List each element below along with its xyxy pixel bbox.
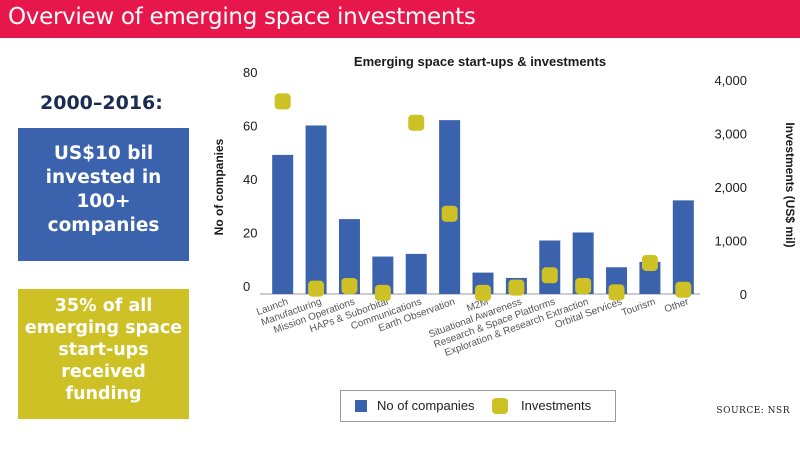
investment-point: [641, 254, 658, 271]
bar: [272, 154, 294, 294]
funding-summary-text: 35% of all emerging space start-ups rece…: [24, 296, 183, 404]
y-tick-label: 80: [243, 65, 257, 80]
investment-point: [308, 280, 325, 297]
chart-title: Emerging space start-ups & investments: [354, 54, 606, 69]
investment-point: [608, 284, 625, 301]
y2-tick-label: 2,000: [714, 180, 747, 195]
investment-point: [475, 284, 491, 301]
legend: No of companies Investments: [340, 390, 616, 422]
investment-point: [441, 205, 458, 222]
bar: [405, 253, 427, 294]
y2-tick-label: 4,000: [714, 73, 747, 88]
investment-point: [341, 277, 358, 294]
investment-point: [508, 279, 525, 296]
investment-point: [541, 267, 558, 284]
investment-point: [675, 281, 692, 298]
x-tick-label: Other: [663, 296, 691, 315]
y2-tick-label: 0: [740, 287, 747, 302]
y2-tick-label: 1,000: [714, 234, 747, 249]
y-tick-label: 20: [243, 226, 257, 241]
legend-label-companies: No of companies: [377, 398, 475, 413]
bar: [305, 125, 327, 294]
bar: [539, 240, 561, 294]
period-label: 2000–2016:: [40, 92, 163, 114]
y2-tick-label: 3,000: [714, 127, 747, 142]
x-tick-label: Tourism: [620, 296, 657, 318]
bar: [372, 256, 394, 294]
investment-summary-box: US$10 bil invested in 100+ companies: [18, 128, 189, 261]
header-bar: Overview of emerging space investments: [0, 0, 800, 38]
source-note: SOURCE: NSR: [716, 406, 790, 416]
investment-summary-text: US$10 bil invested in 100+ companies: [45, 143, 162, 236]
page-title: Overview of emerging space investments: [8, 4, 476, 30]
investment-point: [408, 114, 425, 131]
y-tick-label: 0: [243, 279, 250, 294]
legend-label-investments: Investments: [521, 398, 592, 413]
investment-point: [374, 284, 391, 301]
legend-swatch-investments: [492, 398, 508, 414]
y-tick-label: 60: [243, 119, 257, 134]
investment-point: [575, 277, 592, 294]
investment-point: [274, 93, 291, 110]
bar: [672, 200, 694, 294]
bar: [338, 219, 360, 294]
funding-summary-box: 35% of all emerging space start-ups rece…: [18, 289, 189, 419]
legend-swatch-companies: [355, 400, 367, 412]
y-axis-label: No of companies: [212, 138, 226, 235]
y-tick-label: 40: [243, 172, 257, 187]
y2-axis-label: Investments (US$ mil): [783, 122, 797, 247]
